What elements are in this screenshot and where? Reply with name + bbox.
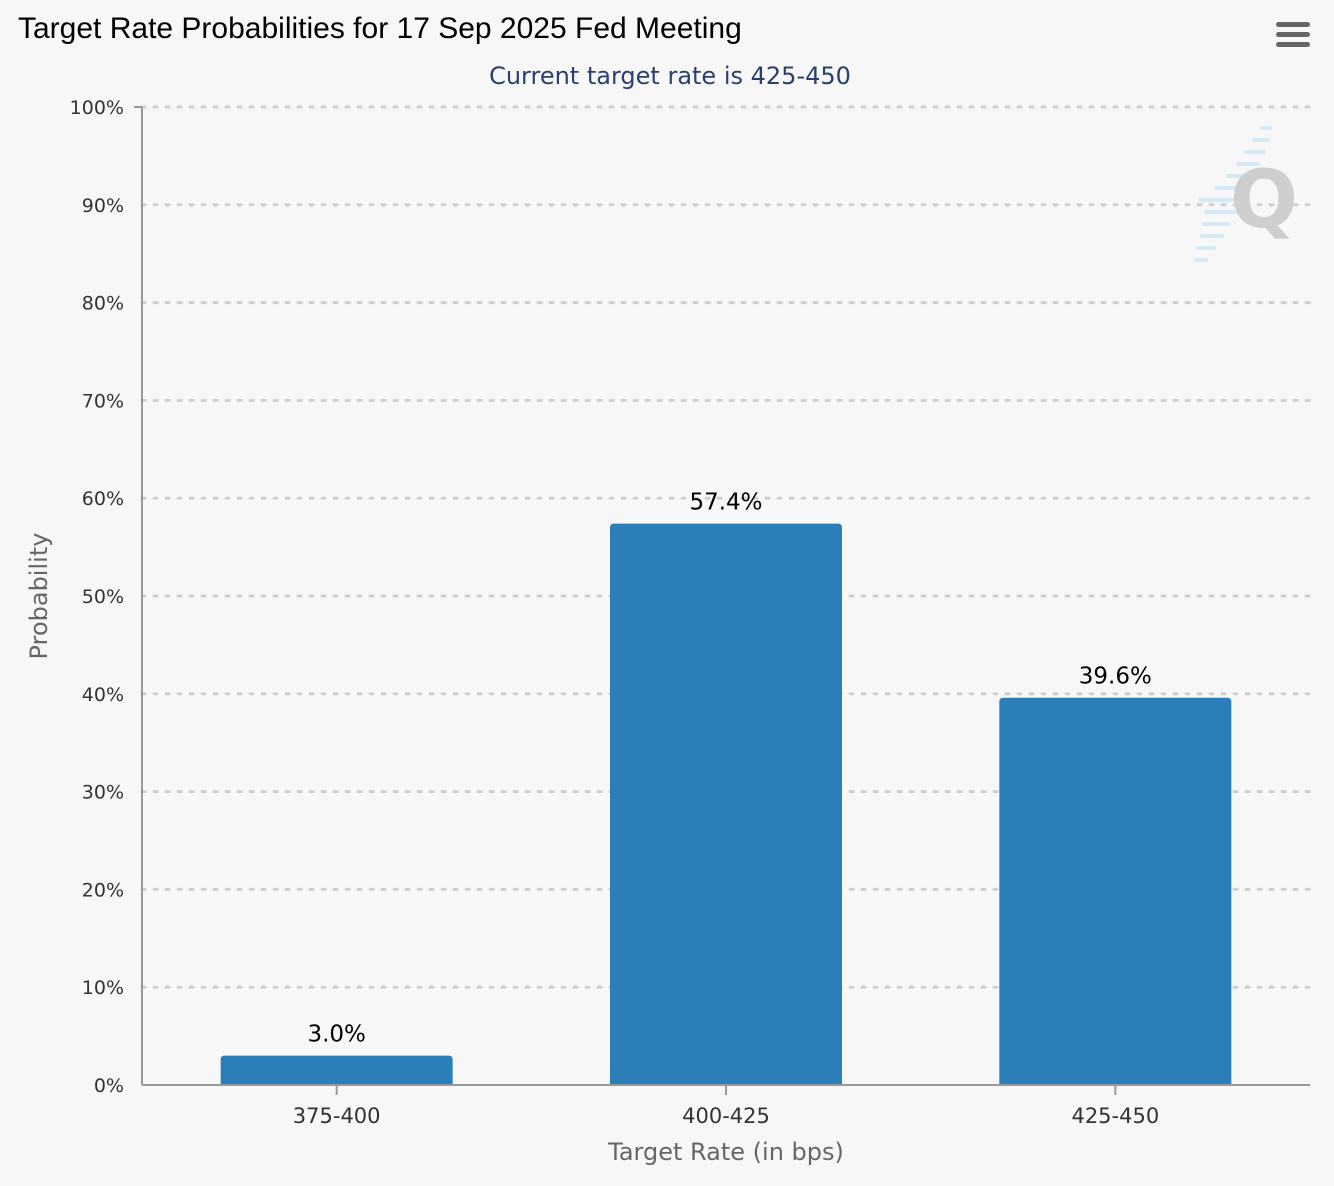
x-tick-label: 400-425 [682, 1104, 770, 1128]
data-label: 39.6% [1079, 664, 1152, 690]
bar[interactable] [220, 1055, 453, 1085]
x-tick-label: 425-450 [1071, 1104, 1159, 1128]
y-tick-label: 60% [82, 488, 124, 510]
y-tick-label: 70% [82, 390, 124, 412]
y-tick-label: 40% [82, 684, 124, 706]
hamburger-menu-icon[interactable] [1276, 22, 1312, 50]
chart-title: Target Rate Probabilities for 17 Sep 202… [18, 12, 742, 45]
y-tick-label: 90% [82, 195, 124, 217]
x-tick-label: 375-400 [293, 1104, 381, 1128]
cme-q-logo-icon: Q [1194, 126, 1298, 262]
y-tick-label: 20% [82, 879, 124, 901]
bar[interactable] [999, 697, 1232, 1085]
data-label: 3.0% [307, 1022, 365, 1048]
chart-subtitle: Current target rate is 425-450 [489, 62, 851, 90]
y-tick-label: 80% [82, 293, 124, 315]
y-tick-label: 10% [82, 977, 124, 999]
y-tick-label: 0% [94, 1075, 124, 1097]
svg-text:Q: Q [1230, 153, 1298, 246]
y-tick-label: 30% [82, 782, 124, 804]
x-axis-title: Target Rate (in bps) [607, 1138, 844, 1166]
y-axis-title: Probability [25, 533, 53, 660]
y-tick-label: 50% [82, 586, 124, 608]
y-tick-label: 100% [70, 97, 124, 119]
bar[interactable] [610, 523, 842, 1085]
data-label: 57.4% [689, 490, 762, 516]
